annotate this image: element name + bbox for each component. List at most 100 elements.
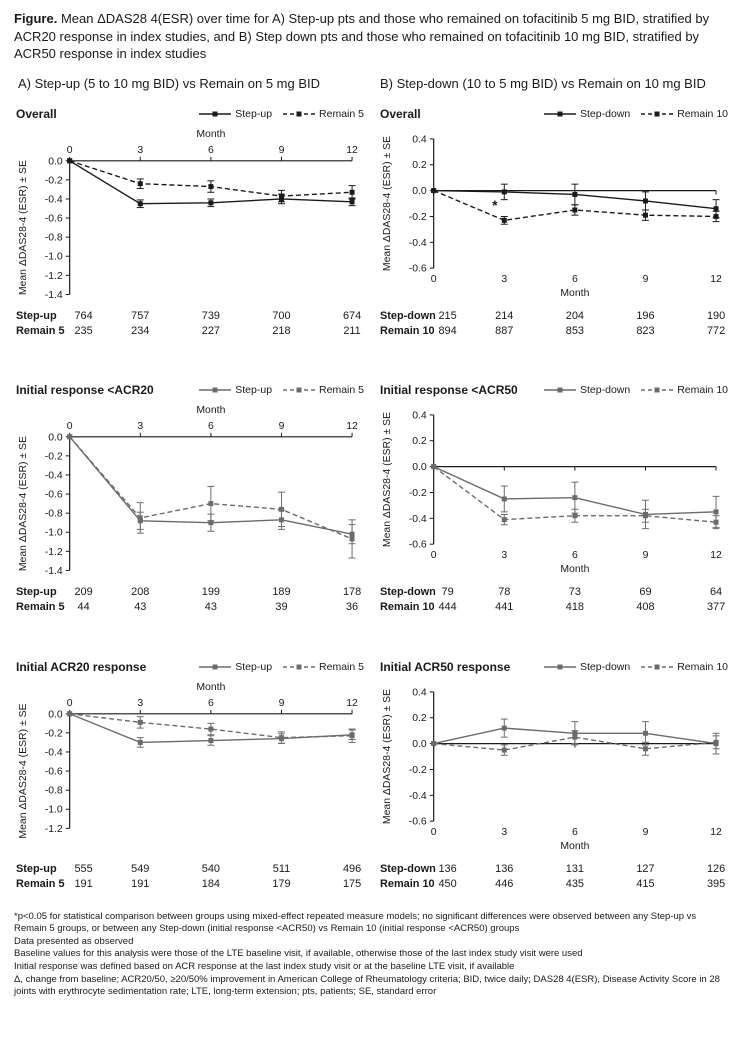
x-tick-label: 12 xyxy=(346,698,358,709)
y-tick-label: 0.0 xyxy=(48,433,63,444)
count-value: 894 xyxy=(438,324,456,336)
data-point-marker xyxy=(208,183,214,189)
x-tick-label: 0 xyxy=(67,421,73,432)
y-tick-label: 0.2 xyxy=(412,713,427,724)
y-axis-title: Mean ΔDAS28-4 (ESR) ± SE xyxy=(382,136,393,271)
x-tick-label: 6 xyxy=(208,144,214,155)
y-tick-label: 0.2 xyxy=(412,160,427,171)
panel-header: Initial response <ACR50 Step-down Remain… xyxy=(378,383,728,397)
x-tick-label: 3 xyxy=(501,550,507,561)
y-tick-label: 0.0 xyxy=(412,186,427,197)
count-value: 208 xyxy=(131,586,149,598)
data-point-marker xyxy=(713,509,719,515)
count-row-label: Step-down xyxy=(380,863,436,875)
count-value: 78 xyxy=(498,586,510,598)
legend-line-sample-icon xyxy=(199,664,232,670)
data-point-marker xyxy=(137,200,143,206)
legend-label: Step-up xyxy=(235,107,273,120)
count-value: 79 xyxy=(442,586,454,598)
charts-grid: Overall Step-up Remain 5 0.0 -0.2 -0.4 -0.6… xyxy=(14,107,728,895)
count-row-label: Remain 10 xyxy=(380,601,435,613)
count-value: 674 xyxy=(343,310,361,322)
legend-item: Remain 5 xyxy=(282,108,364,120)
legend-item: Remain 10 xyxy=(640,108,728,120)
x-tick-label: 6 xyxy=(572,274,578,285)
data-point-marker xyxy=(137,180,143,186)
data-point-marker xyxy=(208,520,214,526)
chart-panel: Initial ACR50 response Step-down Remain … xyxy=(378,660,728,895)
count-value: 739 xyxy=(202,310,220,322)
count-value: 199 xyxy=(202,586,220,598)
y-tick-label: 0.0 xyxy=(412,462,427,473)
y-tick-label: -0.4 xyxy=(45,194,63,205)
x-tick-label: 12 xyxy=(710,274,722,285)
count-value: 69 xyxy=(639,586,651,598)
data-point-marker xyxy=(208,199,214,205)
legend-line-sample-icon xyxy=(283,664,316,670)
data-point-marker xyxy=(501,725,507,731)
data-point-marker xyxy=(137,720,143,726)
y-tick-label: -0.6 xyxy=(409,540,427,551)
x-tick-label: 12 xyxy=(346,421,358,432)
legend-label: Remain 5 xyxy=(319,661,364,674)
y-tick-label: -0.4 xyxy=(409,791,427,802)
count-row-label: Step-down xyxy=(380,586,436,598)
data-point-marker xyxy=(572,207,578,213)
count-value: 408 xyxy=(636,601,654,613)
legend-line-sample-icon xyxy=(641,111,674,117)
chart-legend: Step-up Remain 5 xyxy=(198,108,364,120)
y-tick-label: -1.4 xyxy=(45,566,63,577)
count-value: 234 xyxy=(131,324,149,336)
legend-line-sample-icon xyxy=(544,387,577,393)
panel-title: Overall xyxy=(16,106,57,121)
chart-legend: Step-down Remain 10 xyxy=(543,661,728,673)
data-point-marker xyxy=(713,213,719,219)
x-tick-label: 12 xyxy=(710,550,722,561)
x-tick-label: 9 xyxy=(279,421,285,432)
x-tick-label: 12 xyxy=(710,827,722,838)
legend-line-sample-icon xyxy=(641,664,674,670)
y-tick-label: 0.2 xyxy=(412,437,427,448)
legend-line-sample-icon xyxy=(199,111,232,117)
count-value: 136 xyxy=(495,863,513,875)
data-point-marker xyxy=(642,746,648,752)
line-chart: 0.0 -0.2 -0.4 -0.6 -0.8 -1.0 -1.2 -1.4 Mean ΔDAS… xyxy=(16,405,361,613)
legend-label: Remain 10 xyxy=(677,107,728,120)
footnote: Δ, change from baseline; ACR20/50, ≥20/5… xyxy=(14,973,720,998)
x-tick-label: 9 xyxy=(643,827,649,838)
data-point-marker xyxy=(642,513,648,519)
count-row-label: Step-down xyxy=(380,310,436,322)
y-tick-label: -0.4 xyxy=(409,514,427,525)
data-point-marker xyxy=(431,464,437,470)
data-point-marker xyxy=(349,536,355,542)
y-tick-label: 0.0 xyxy=(48,156,63,167)
y-tick-label: -0.2 xyxy=(45,175,63,186)
x-axis-title: Month xyxy=(560,841,589,852)
panel-header: Initial response <ACR20 Step-up Remain 5 xyxy=(14,383,364,397)
data-point-marker xyxy=(208,501,214,507)
y-tick-label: -0.4 xyxy=(409,237,427,248)
x-tick-label: 9 xyxy=(279,144,285,155)
count-value: 853 xyxy=(566,324,584,336)
line-chart: 0.4 0.2 0.0 -0.2 -0.4 -0.6 Mean ΔDAS28-4 (ESR)… xyxy=(380,688,725,890)
count-value: 211 xyxy=(343,324,360,336)
y-tick-label: -0.6 xyxy=(409,817,427,828)
y-tick-label: 0.4 xyxy=(412,411,427,422)
chart-panel: Overall Step-down Remain 10 0.4 0.2 0.0 -0.… xyxy=(378,107,728,342)
x-axis-title: Month xyxy=(196,129,225,140)
x-tick-label: 6 xyxy=(572,550,578,561)
x-tick-label: 3 xyxy=(501,274,507,285)
y-axis-title: Mean ΔDAS28-4 (ESR) ± SE xyxy=(382,412,393,547)
count-value: 887 xyxy=(495,324,513,336)
data-point-marker xyxy=(431,741,437,747)
legend-label: Remain 5 xyxy=(319,107,364,120)
footnote: *p<0.05 for statistical comparison betwe… xyxy=(14,910,697,935)
count-value: 127 xyxy=(636,863,654,875)
count-value: 215 xyxy=(438,310,456,322)
count-value: 175 xyxy=(343,878,361,890)
count-value: 136 xyxy=(438,863,456,875)
x-axis-title: Month xyxy=(196,682,225,693)
y-tick-label: 0.0 xyxy=(412,739,427,750)
count-value: 555 xyxy=(74,863,92,875)
x-tick-label: 12 xyxy=(346,144,358,155)
